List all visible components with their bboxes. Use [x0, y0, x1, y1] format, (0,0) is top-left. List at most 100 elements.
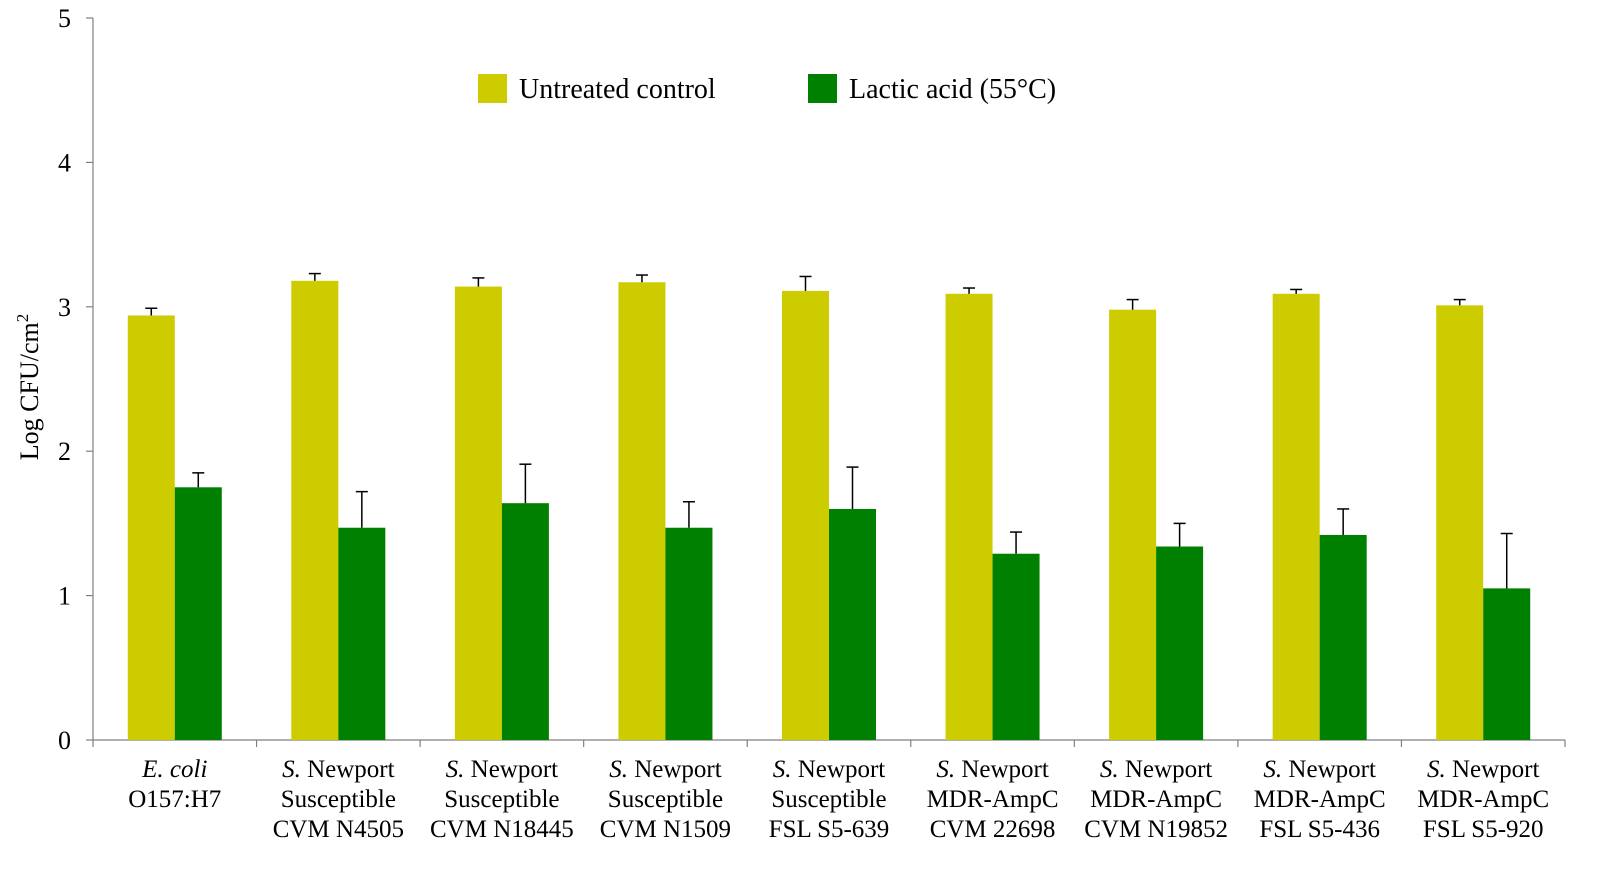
category-label-line: S. Newport	[1100, 756, 1213, 783]
category-label-line: Susceptible	[444, 786, 559, 813]
category-labels: E. coli O157:H7 S. Newport Susceptible CVM N…	[128, 756, 1549, 843]
y-tick-label: 1	[58, 582, 71, 611]
bar-untreated-control	[1436, 305, 1484, 740]
category-label: S. Newport Susceptible CVM N1509	[600, 756, 731, 843]
category-label-italic: S.	[773, 756, 792, 783]
category-label-line: E. coli	[141, 756, 207, 783]
bar-untreated-control	[1109, 309, 1157, 740]
category-label-line: MDR-AmpC	[1417, 786, 1549, 813]
bar-untreated-control	[945, 293, 993, 740]
legend-label: Lactic acid (55°C)	[849, 74, 1056, 105]
y-axis: 0 1 2 3 4 5	[58, 4, 94, 755]
legend-label: Untreated control	[519, 74, 716, 105]
category-label: S. Newport MDR-AmpC CVM 22698	[927, 756, 1059, 843]
bar-lactic-acid	[501, 503, 549, 740]
category-label-line: MDR-AmpC	[927, 786, 1059, 813]
category-label-line: MDR-AmpC	[1254, 786, 1386, 813]
category-label-text: Susceptible	[771, 786, 886, 813]
category-label-line: FSL S5-920	[1423, 816, 1544, 843]
category-label-text: Newport	[1119, 756, 1213, 783]
y-axis-label-superscript: 2	[13, 314, 32, 323]
category-label: S. Newport MDR-AmpC CVM N19852	[1084, 756, 1228, 843]
category-label-text: Susceptible	[608, 786, 723, 813]
category-label-text: Newport	[1282, 756, 1376, 783]
category-label-text: CVM N4505	[273, 816, 404, 843]
category-label: S. Newport Susceptible FSL S5-639	[769, 756, 890, 843]
category-label-text: CVM 22698	[930, 816, 1056, 843]
category-label-line: S. Newport	[282, 756, 395, 783]
category-label: S. Newport Susceptible CVM N4505	[273, 756, 404, 843]
category-label-text: MDR-AmpC	[1090, 786, 1222, 813]
category-label-text: MDR-AmpC	[927, 786, 1059, 813]
x-axis	[92, 739, 1566, 747]
category-label-text: CVM N18445	[430, 816, 574, 843]
bar-untreated-control	[1272, 293, 1320, 740]
category-label-line: S. Newport	[1263, 756, 1376, 783]
category-label: S. Newport MDR-AmpC FSL S5-920	[1417, 756, 1549, 843]
y-tick-label: 0	[58, 726, 71, 755]
category-label-text: MDR-AmpC	[1254, 786, 1386, 813]
category-label-text: Newport	[955, 756, 1049, 783]
bar-untreated-control	[782, 290, 829, 740]
category-label-line: CVM N19852	[1084, 816, 1228, 843]
category-label-text: CVM N1509	[600, 816, 731, 843]
bar-lactic-acid	[338, 527, 386, 740]
bar-untreated-control	[454, 286, 502, 740]
category-label-italic: S.	[1263, 756, 1282, 783]
category-label-line: Susceptible	[771, 786, 886, 813]
category-label-line: MDR-AmpC	[1090, 786, 1222, 813]
category-label-italic: S.	[1427, 756, 1446, 783]
category-label-line: O157:H7	[128, 786, 221, 813]
bar-lactic-acid	[992, 553, 1040, 740]
category-label-text: MDR-AmpC	[1417, 786, 1549, 813]
y-tick-label: 5	[58, 4, 71, 33]
category-label-text: CVM N19852	[1084, 816, 1228, 843]
category-label-line: S. Newport	[936, 756, 1049, 783]
category-label-text: FSL S5-920	[1423, 816, 1544, 843]
bar-lactic-acid	[1483, 588, 1531, 740]
legend-swatch	[808, 74, 837, 103]
category-label-line: CVM N4505	[273, 816, 404, 843]
category-label-line: Susceptible	[281, 786, 396, 813]
category-label-text: FSL S5-639	[769, 816, 890, 843]
bars	[127, 280, 1531, 740]
category-label-text: FSL S5-436	[1259, 816, 1380, 843]
y-tick-label: 2	[58, 437, 71, 466]
y-axis-label-text: Log CFU/cm	[15, 322, 44, 460]
category-label-line: FSL S5-639	[769, 816, 890, 843]
category-label-text: Newport	[1446, 756, 1540, 783]
category-label-italic: S.	[446, 756, 465, 783]
category-label-text: Susceptible	[444, 786, 559, 813]
category-label-text: Newport	[301, 756, 395, 783]
category-label-line: S. Newport	[1427, 756, 1540, 783]
y-tick-label: 4	[58, 148, 71, 177]
bar-untreated-control	[291, 280, 339, 740]
category-label-line: S. Newport	[609, 756, 722, 783]
category-label-text: Newport	[628, 756, 722, 783]
bar-lactic-acid	[1319, 534, 1367, 740]
category-label-text: Newport	[792, 756, 886, 783]
category-label-text: O157:H7	[128, 786, 221, 813]
y-axis-label: Log CFU/cm2	[13, 314, 44, 460]
category-label-italic: S.	[282, 756, 301, 783]
y-axis-title: Log CFU/cm2	[13, 314, 44, 460]
category-label: E. coli O157:H7	[128, 756, 221, 813]
category-label-text: Susceptible	[281, 786, 396, 813]
bar-lactic-acid	[829, 508, 876, 740]
bar-lactic-acid	[665, 527, 713, 740]
bar-lactic-acid	[174, 487, 222, 740]
category-label-line: CVM N18445	[430, 816, 574, 843]
category-label: S. Newport Susceptible CVM N18445	[430, 756, 574, 843]
category-label-italic: S.	[609, 756, 628, 783]
category-label-line: S. Newport	[773, 756, 886, 783]
category-label-line: CVM N1509	[600, 816, 731, 843]
category-label-line: S. Newport	[446, 756, 559, 783]
legend: Untreated control Lactic acid (55°C)	[478, 74, 1056, 105]
category-label-line: CVM 22698	[930, 816, 1056, 843]
bar-untreated-control	[127, 315, 175, 740]
bar-untreated-control	[618, 282, 666, 740]
category-label: S. Newport MDR-AmpC FSL S5-436	[1254, 756, 1386, 843]
category-label-line: Susceptible	[608, 786, 723, 813]
category-label-line: FSL S5-436	[1259, 816, 1380, 843]
